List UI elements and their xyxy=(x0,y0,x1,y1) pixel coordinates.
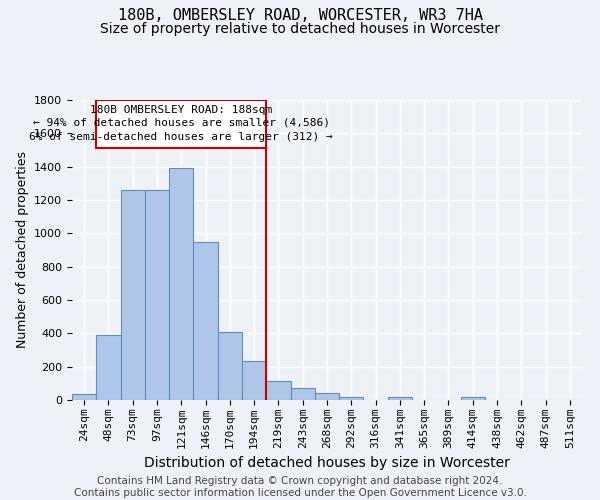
Bar xyxy=(290,388,315,400)
X-axis label: Distribution of detached houses by size in Worcester: Distribution of detached houses by size … xyxy=(144,456,510,470)
Bar xyxy=(72,394,96,400)
Bar xyxy=(315,392,339,400)
Text: ← 94% of detached houses are smaller (4,586): ← 94% of detached houses are smaller (4,… xyxy=(33,118,330,128)
Bar xyxy=(242,361,266,400)
Text: Size of property relative to detached houses in Worcester: Size of property relative to detached ho… xyxy=(100,22,500,36)
Bar xyxy=(121,190,145,400)
Bar xyxy=(96,100,266,148)
Bar xyxy=(218,332,242,400)
Bar xyxy=(96,335,121,400)
Bar xyxy=(388,396,412,400)
Bar xyxy=(193,242,218,400)
Bar xyxy=(339,396,364,400)
Text: Contains HM Land Registry data © Crown copyright and database right 2024.
Contai: Contains HM Land Registry data © Crown c… xyxy=(74,476,526,498)
Text: 180B, OMBERSLEY ROAD, WORCESTER, WR3 7HA: 180B, OMBERSLEY ROAD, WORCESTER, WR3 7HA xyxy=(118,8,482,22)
Text: 6% of semi-detached houses are larger (312) →: 6% of semi-detached houses are larger (3… xyxy=(29,132,333,142)
Bar xyxy=(461,396,485,400)
Bar xyxy=(145,190,169,400)
Bar xyxy=(266,381,290,400)
Bar xyxy=(169,168,193,400)
Y-axis label: Number of detached properties: Number of detached properties xyxy=(16,152,29,348)
Text: 180B OMBERSLEY ROAD: 188sqm: 180B OMBERSLEY ROAD: 188sqm xyxy=(90,105,272,115)
